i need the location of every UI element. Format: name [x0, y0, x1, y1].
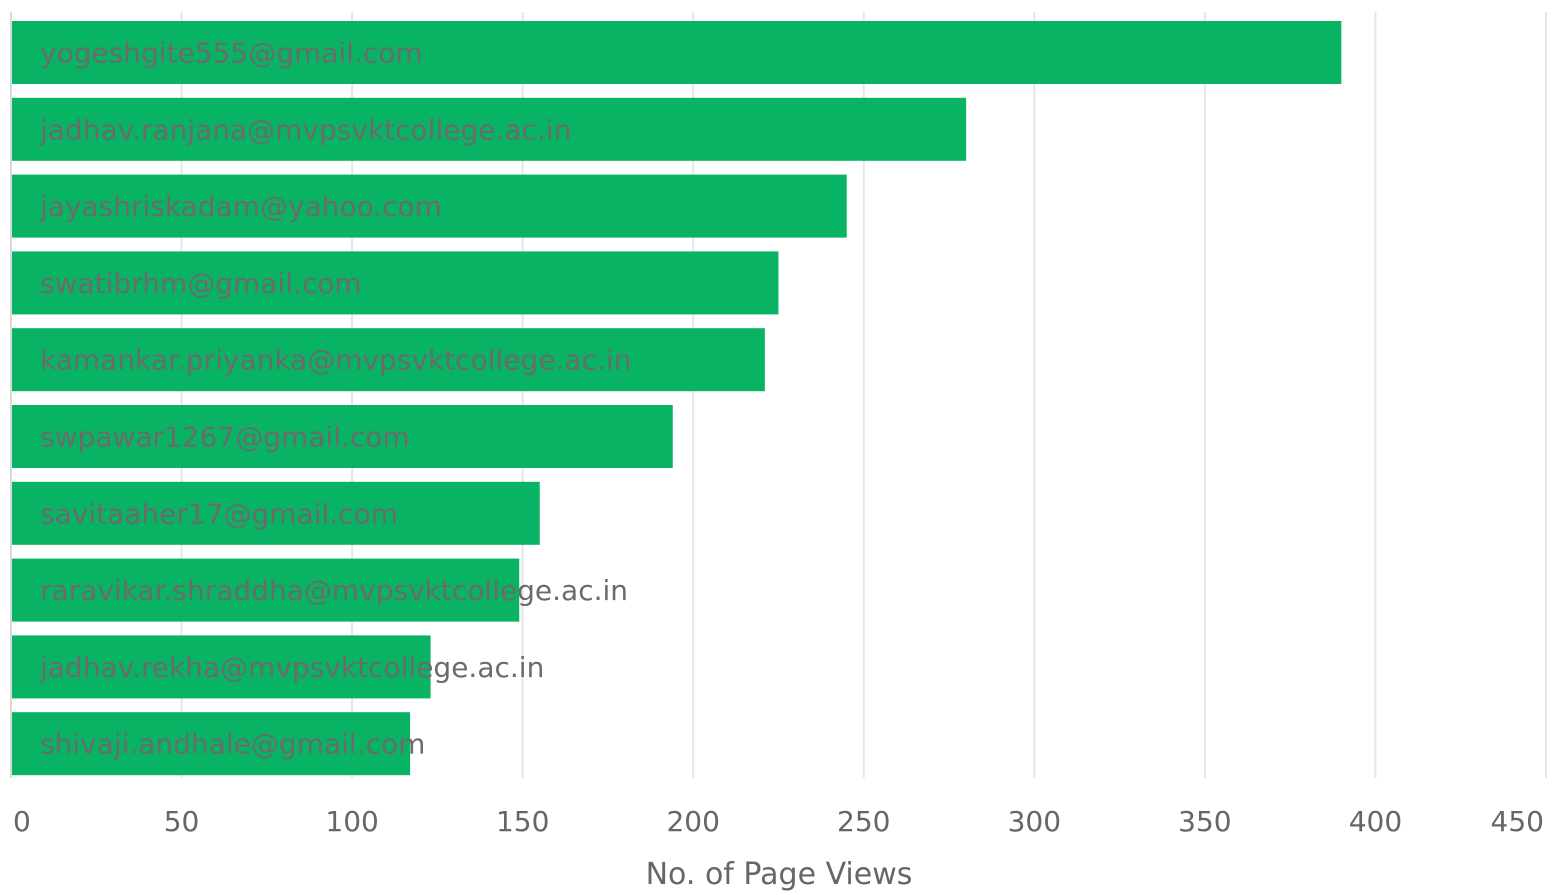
bar-category-label: savitaaher17@gmail.com: [40, 497, 398, 530]
bar-labels: yogeshgite555@gmail.com jadhav.ranjana@mv…: [39, 37, 631, 761]
bar: [12, 635, 431, 699]
x-axis-title: No. of Page Views: [646, 857, 913, 892]
bar: [12, 405, 673, 468]
x-tick-label: 50: [164, 805, 200, 838]
bar-category-label: swatibrhm@gmail.com: [40, 267, 362, 300]
x-tick-labels: 0 50 100 150 200 250 300 350 400 450: [13, 805, 1544, 838]
bar-category-label: jadhav.ranjana@mvpsvktcollege.ac.in: [39, 113, 571, 146]
bar-category-label: jadhav.rekha@mvpsvktcollege.ac.in: [39, 651, 544, 684]
x-tick-label: 200: [666, 805, 719, 838]
x-tick-label: 450: [1491, 805, 1544, 838]
x-tick-label: 400: [1349, 805, 1402, 838]
bar-category-label: shivaji.andhale@gmail.com: [40, 728, 425, 761]
bar: [12, 712, 411, 776]
bar: [12, 558, 520, 622]
bar-category-label: raravikar.shraddha@mvpsvktcollege.ac.in: [40, 574, 628, 607]
bars: [12, 21, 1342, 776]
bar: [12, 174, 847, 238]
bar-category-label: jayashriskadam@yahoo.com: [39, 190, 442, 223]
bar-category-label: kamankar.priyanka@mvpsvktcollege.ac.in: [40, 344, 631, 377]
x-tick-label: 150: [496, 805, 549, 838]
x-tick-label: 300: [1008, 805, 1061, 838]
bar: [12, 97, 967, 161]
bar: [12, 21, 1342, 84]
bar-category-label: swpawar1267@gmail.com: [40, 421, 410, 454]
x-tick-label: 0: [13, 805, 31, 838]
bar-category-label: yogeshgite555@gmail.com: [40, 37, 423, 70]
x-tick-label: 250: [837, 805, 890, 838]
x-tick-label: 350: [1178, 805, 1231, 838]
bar: [12, 328, 765, 392]
bar: [12, 251, 779, 315]
x-tick-label: 100: [325, 805, 378, 838]
bar: [12, 481, 540, 545]
